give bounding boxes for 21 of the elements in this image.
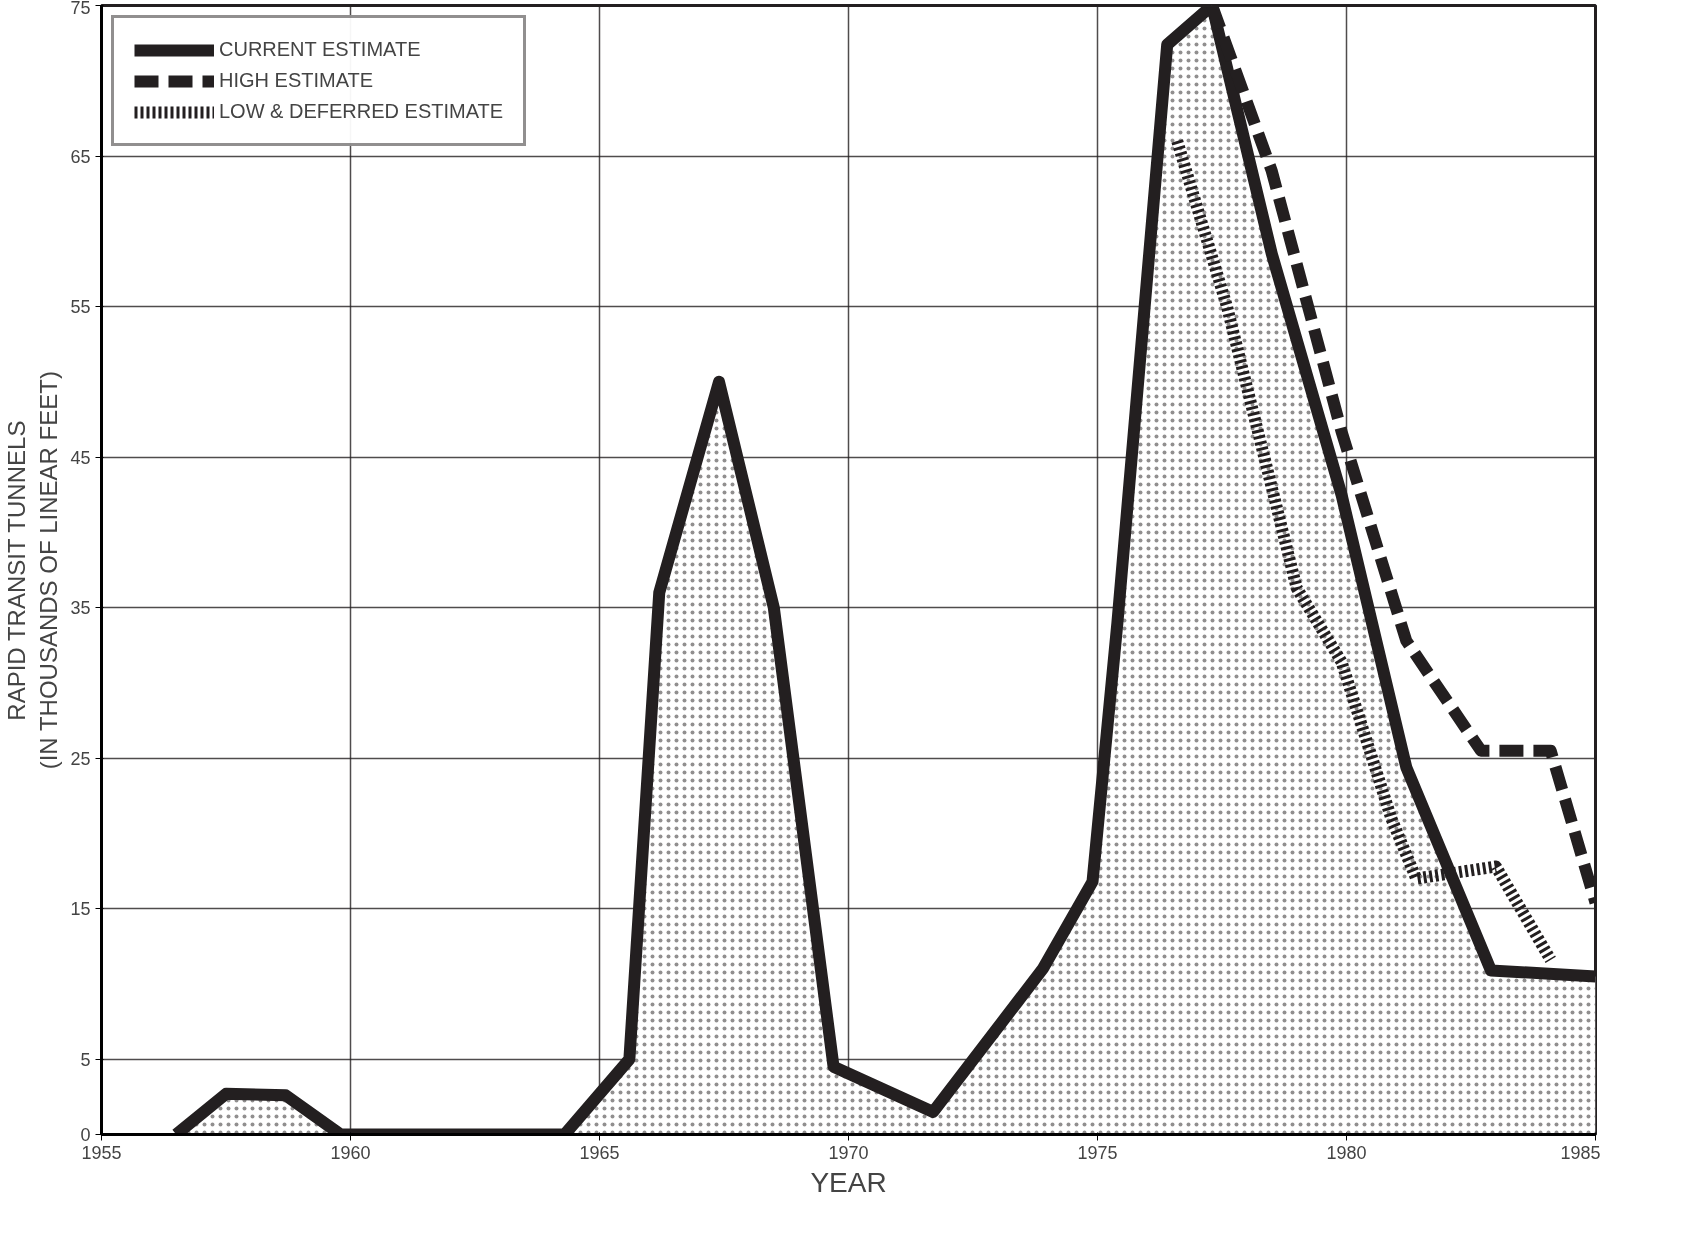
y-tick-label: 5 — [80, 1049, 91, 1070]
x-tick-label: 1970 — [828, 1142, 869, 1163]
x-tick-label: 1965 — [579, 1142, 620, 1163]
legend-label: LOW & DEFERRED ESTIMATE — [219, 100, 504, 123]
y-tick-label: 75 — [70, 0, 91, 18]
y-axis-title: RAPID TRANSIT TUNNELS (IN THOUSANDS OF LINEAR FEET) — [3, 371, 63, 770]
y-tick-label: 35 — [70, 598, 91, 619]
x-tick-label: 1980 — [1326, 1142, 1367, 1163]
x-tick-label: 1960 — [330, 1142, 371, 1163]
x-tick-label: 1985 — [1560, 1142, 1601, 1163]
y-tick-label: 65 — [70, 146, 91, 167]
x-axis-title: YEAR — [810, 1166, 887, 1198]
y-tick-label: 45 — [70, 447, 91, 468]
y-tick-label: 55 — [70, 297, 91, 318]
y-tick-label: 0 — [80, 1125, 91, 1145]
y-tick-label: 15 — [70, 899, 91, 920]
y-tick-label: 25 — [70, 748, 91, 769]
legend-label: HIGH ESTIMATE — [219, 69, 374, 92]
x-tick-label: 1975 — [1077, 1142, 1118, 1163]
x-tick-label: 1955 — [81, 1142, 122, 1163]
legend-label: CURRENT ESTIMATE — [219, 38, 421, 61]
